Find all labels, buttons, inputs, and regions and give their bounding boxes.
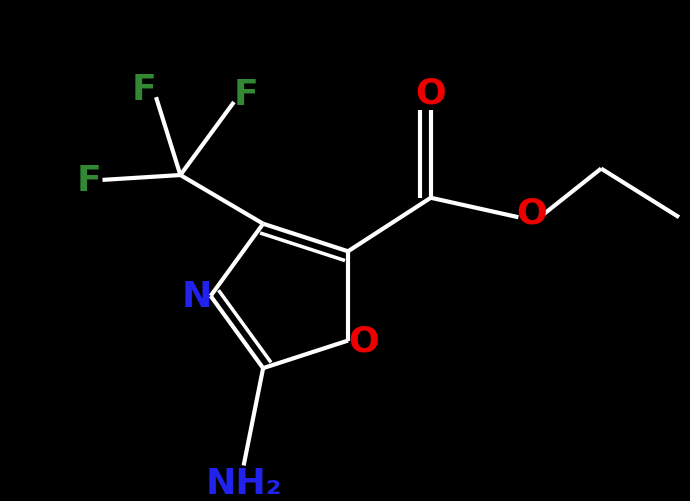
Text: F: F [233,78,258,112]
Text: F: F [132,73,157,107]
Text: O: O [415,77,446,110]
Text: N: N [182,280,213,313]
Text: O: O [348,324,379,358]
Text: F: F [77,163,101,197]
Text: NH₂: NH₂ [206,466,282,500]
Text: O: O [517,196,547,230]
